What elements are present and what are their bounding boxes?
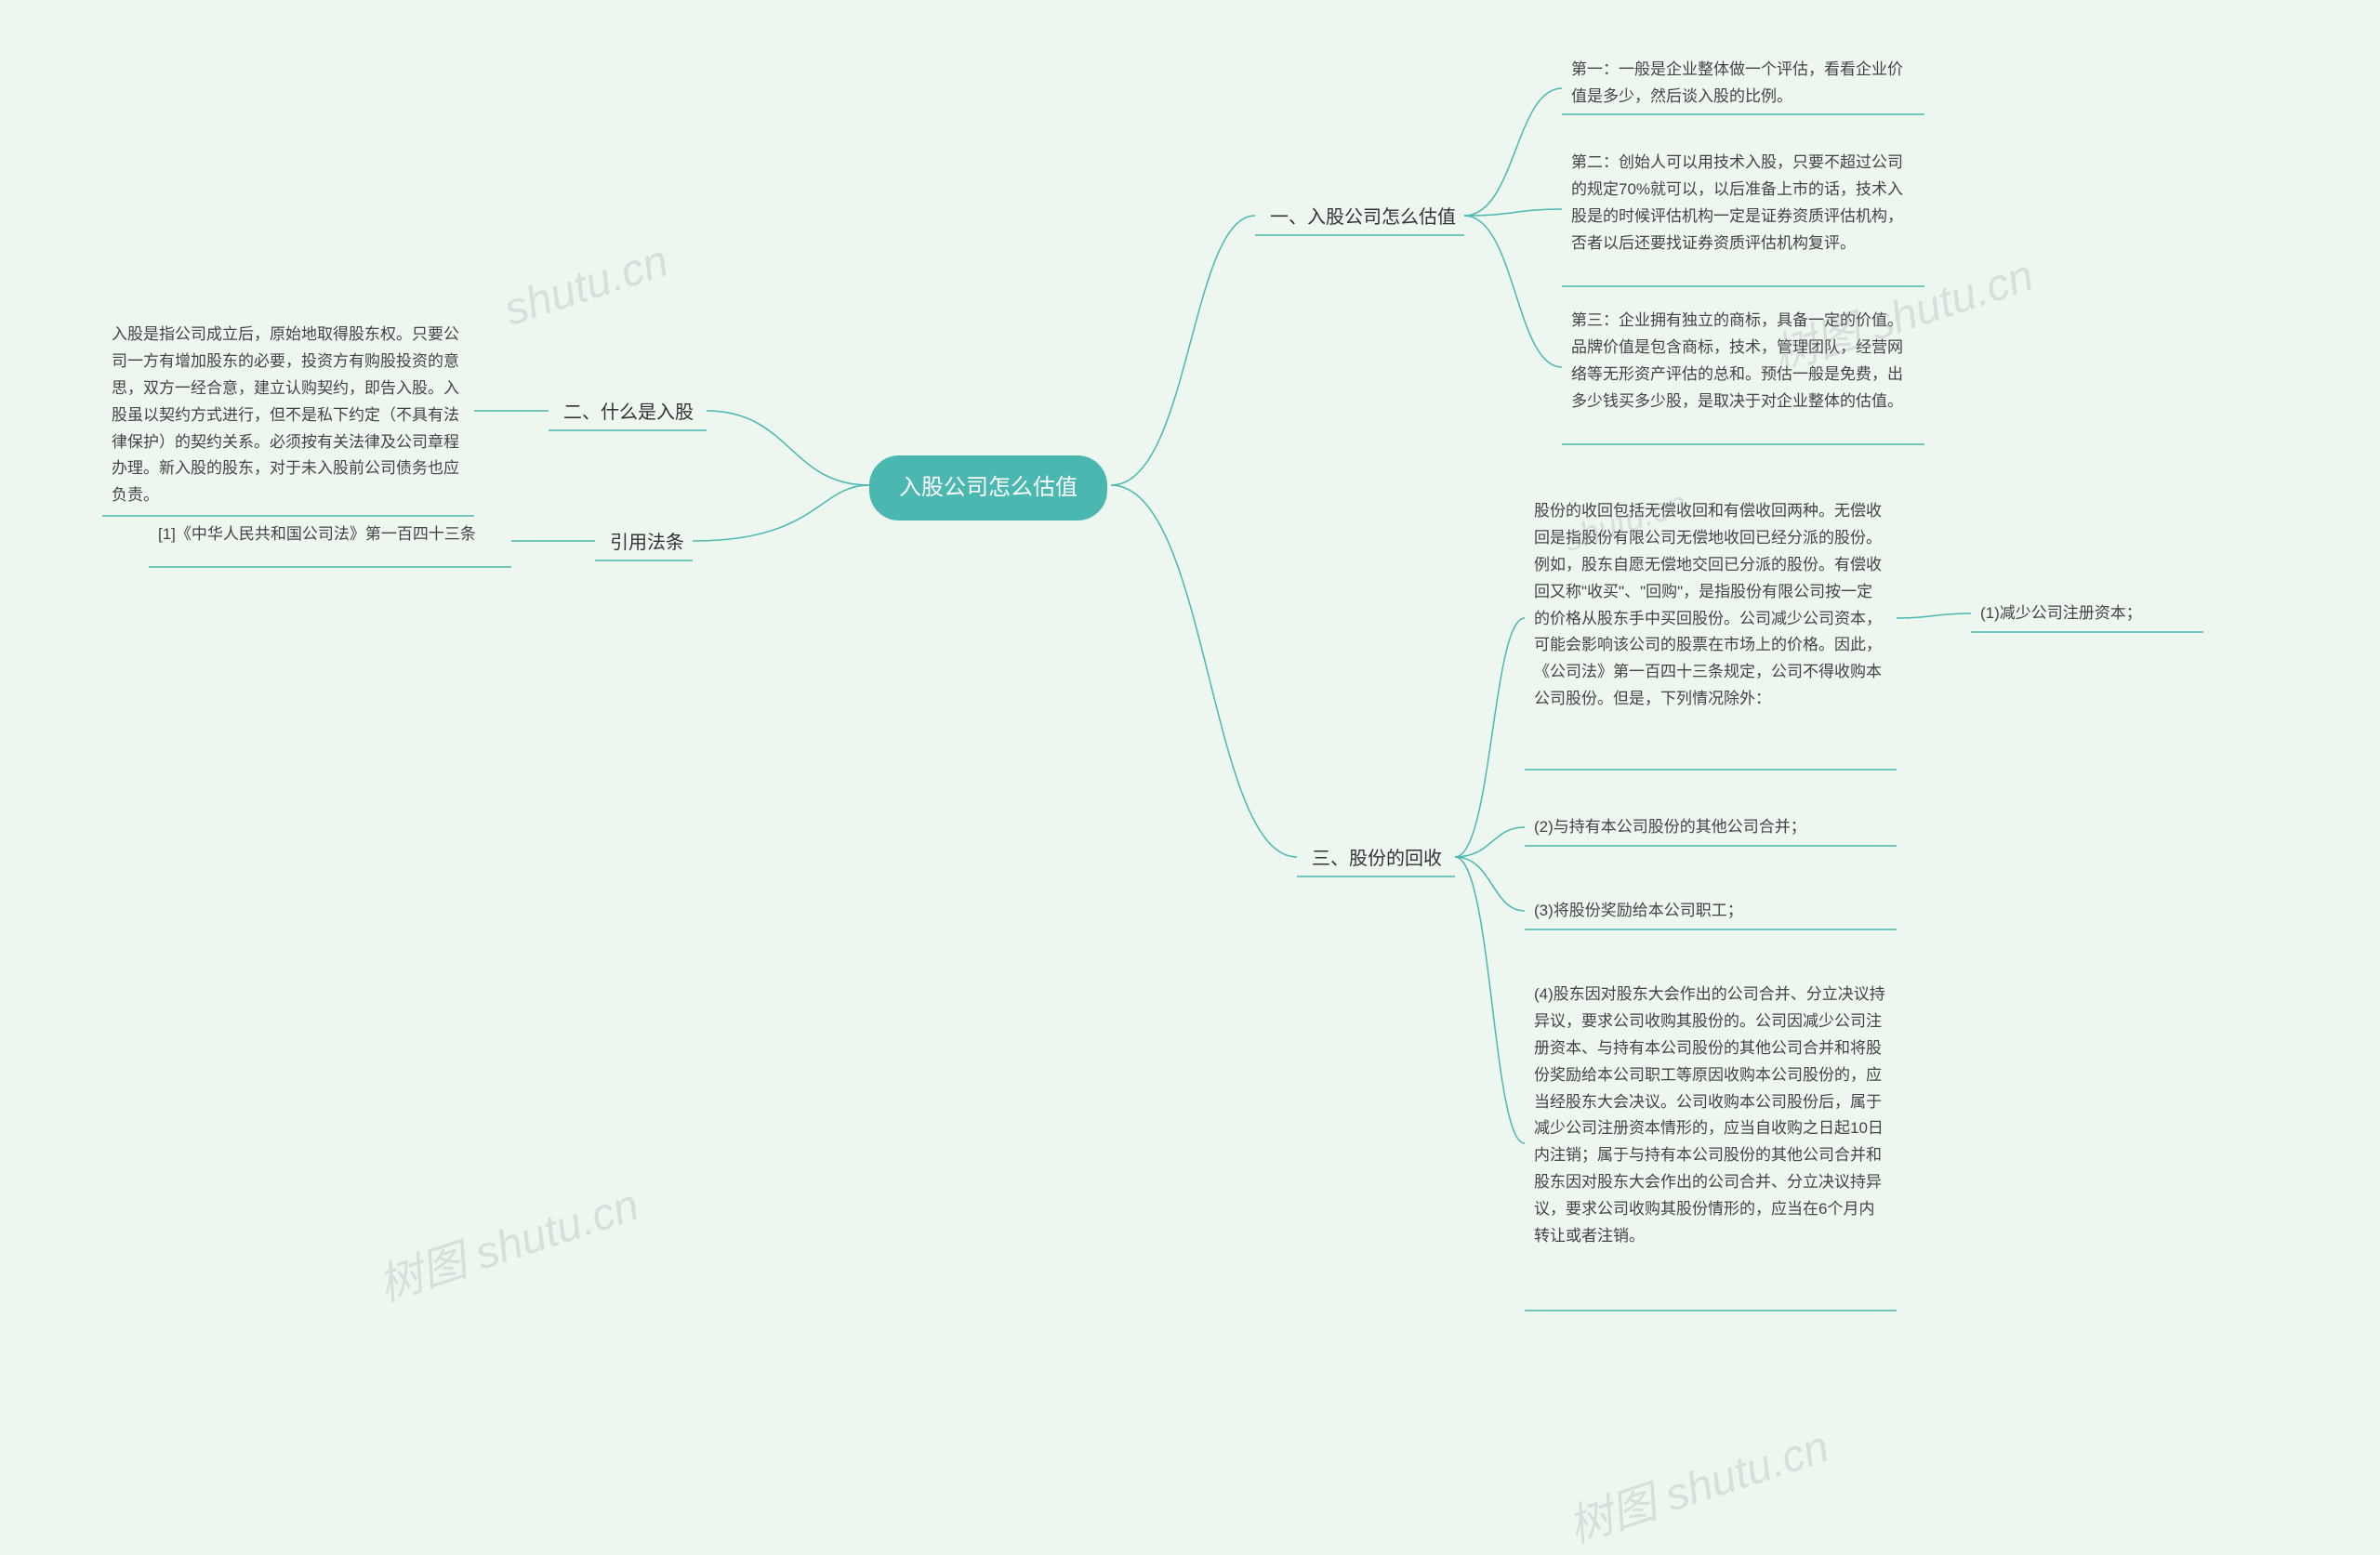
branch-law-reference[interactable]: 引用法条 [595,521,699,565]
root-node[interactable]: 入股公司怎么估值 [869,455,1107,521]
watermark: shutu.cn [498,235,675,336]
branch-valuation[interactable]: 一、入股公司怎么估值 [1255,195,1471,240]
leaf-valuation-3[interactable]: 第三：企业拥有独立的商标，具备一定的价值。品牌价值是包含商标，技术，管理团队，经… [1562,302,1924,421]
leaf-recovery-1[interactable]: 股份的收回包括无偿收回和有偿收回两种。无偿收回是指股份有限公司无偿地收回已经分派… [1525,493,1897,718]
leaf-recovery-4[interactable]: (4)股东因对股东大会作出的公司合并、分立决议持异议，要求公司收购其股份的。公司… [1525,976,1897,1256]
watermark: 树图 shutu.cn [368,1168,645,1313]
branch-share-recovery[interactable]: 三、股份的回收 [1297,837,1457,881]
branch-what-is[interactable]: 二、什么是入股 [549,390,708,435]
leaf-recovery-3[interactable]: (3)将股份奖励给本公司职工； [1525,892,1897,930]
connectors-layer [0,0,2380,1522]
mindmap-canvas: 入股公司怎么估值 一、入股公司怎么估值 第一：一般是企业整体做一个评估，看看企业… [0,0,2380,1522]
leaf-recovery-1-sub[interactable]: (1)减少公司注册资本； [1971,595,2203,633]
leaf-what-is-1[interactable]: 入股是指公司成立后，原始地取得股东权。只要公司一方有增加股东的必要，投资方有购股… [102,316,474,515]
watermark: 树图 shutu.cn [1558,1410,1835,1555]
leaf-valuation-1[interactable]: 第一：一般是企业整体做一个评估，看看企业价值是多少，然后谈入股的比例。 [1562,51,1924,116]
leaf-recovery-2[interactable]: (2)与持有本公司股份的其他公司合并； [1525,809,1897,847]
leaf-law-1[interactable]: [1]《中华人民共和国公司法》第一百四十三条 [149,516,511,554]
leaf-valuation-2[interactable]: 第二：创始人可以用技术入股，只要不超过公司的规定70%就可以，以后准备上市的话，… [1562,144,1924,263]
